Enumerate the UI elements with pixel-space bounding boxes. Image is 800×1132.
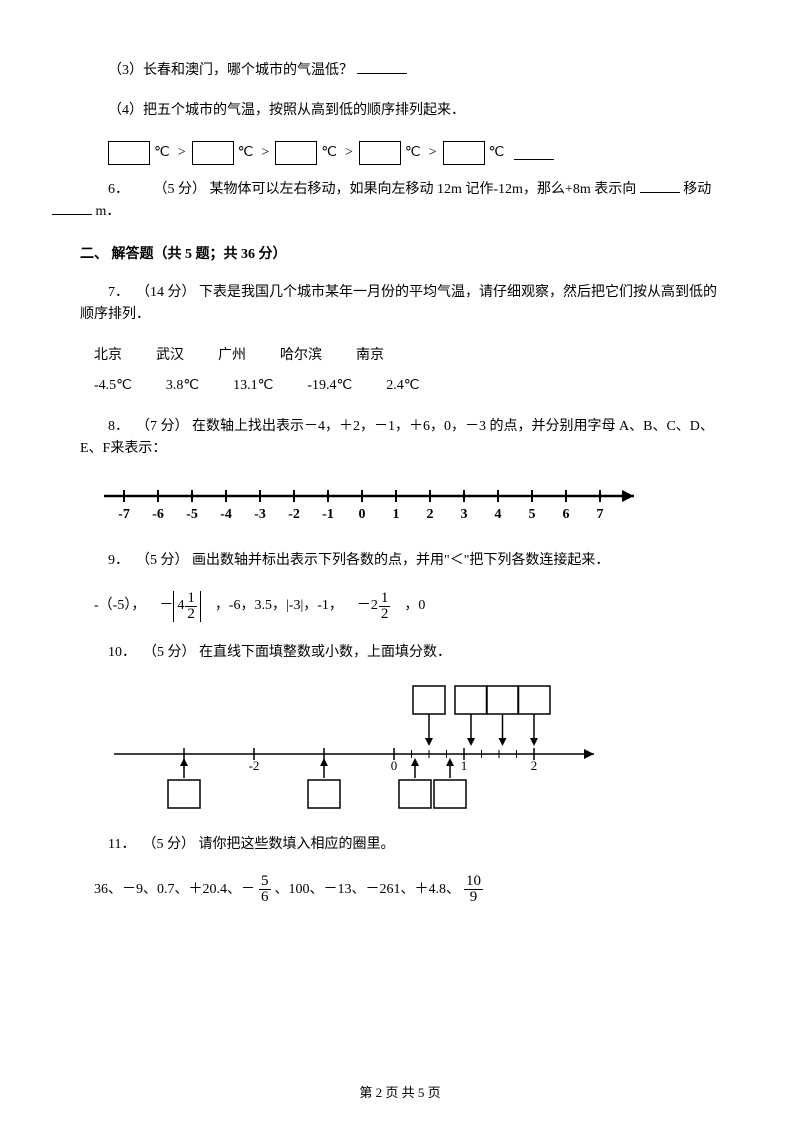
section-2-title: 二、 解答题（共 5 题；共 36 分） <box>80 244 720 266</box>
q8-number-line: -7 -6 -5 -4 -3 -2 -1 0 1 2 3 4 5 6 7 <box>94 478 720 528</box>
q6-blank2[interactable] <box>52 201 92 215</box>
q9-numbers: -（-5）， －412 ，-6，3.5，|-3|，-1， －212 ，0 <box>94 591 720 622</box>
unit-2: ℃ <box>238 142 254 164</box>
q11-list2: 、100、－13、－261、＋4.8、 <box>275 879 461 901</box>
city-row: 北京 武汉 广州 哈尔滨 南京 <box>94 345 720 367</box>
q3-blank[interactable] <box>357 60 407 74</box>
svg-text:-4: -4 <box>220 507 232 522</box>
city-2: 广州 <box>218 345 246 367</box>
q9-n3: ，-6，3.5，|-3|，-1， <box>215 595 343 617</box>
svg-text:-7: -7 <box>118 507 130 522</box>
q9-body: 画出数轴并标出表示下列各数的点，并用"＜"把下列各数连接起来． <box>192 553 609 568</box>
temp-4: 2.4℃ <box>386 375 419 397</box>
q8-prefix: 8． <box>108 419 129 434</box>
q10-axis-svg: -2 0 1 2 <box>94 682 614 812</box>
box-4[interactable] <box>359 141 401 165</box>
svg-text:4: 4 <box>495 507 502 522</box>
q8: 8． （7 分） 在数轴上找出表示－4，＋2，－1，＋6，0，－3 的点，并分别… <box>80 416 720 461</box>
svg-text:3: 3 <box>461 507 468 522</box>
q11-f1: 56 <box>259 874 271 905</box>
svg-text:-2: -2 <box>288 507 300 522</box>
q9-n5: ，0 <box>404 595 425 617</box>
q3-text: （3）长春和澳门，哪个城市的气温低？ <box>108 63 353 78</box>
gt-1: > <box>178 142 186 164</box>
gt-3: > <box>345 142 353 164</box>
q7-points: （14 分） <box>136 285 196 300</box>
temp-1: 3.8℃ <box>166 375 199 397</box>
temp-3: -19.4℃ <box>307 375 352 397</box>
q10-points: （5 分） <box>143 645 196 660</box>
q9-n1: -（-5）， <box>94 595 145 617</box>
q6-body2: 移动 <box>683 182 711 197</box>
box-1[interactable] <box>108 141 150 165</box>
q11-list: 36、－9、0.7、＋20.4、－ 56 、100、－13、－261、＋4.8、… <box>94 874 720 905</box>
svg-text:-1: -1 <box>322 507 334 522</box>
q8-points: （7 分） <box>136 419 189 434</box>
q8-axis-svg: -7 -6 -5 -4 -3 -2 -1 0 1 2 3 4 5 6 7 <box>94 478 654 528</box>
q4-boxes: ℃ > ℃ > ℃ > ℃ > ℃ <box>108 141 720 165</box>
unit-4: ℃ <box>405 142 421 164</box>
box-2[interactable] <box>192 141 234 165</box>
city-1: 武汉 <box>156 345 184 367</box>
svg-text:7: 7 <box>597 507 604 522</box>
q10: 10． （5 分） 在直线下面填整数或小数，上面填分数． <box>80 642 720 664</box>
q6-prefix: 6． <box>108 182 129 197</box>
q6-points: （5 分） <box>154 182 207 197</box>
svg-text:5: 5 <box>529 507 536 522</box>
svg-text:-2: -2 <box>249 758 260 773</box>
q6-body3: m． <box>96 204 121 219</box>
q11-f2: 109 <box>464 874 483 905</box>
svg-text:2: 2 <box>531 758 538 773</box>
svg-text:6: 6 <box>563 507 570 522</box>
temp-row: -4.5℃ 3.8℃ 13.1℃ -19.4℃ 2.4℃ <box>94 375 720 397</box>
q9-abs1: 412 <box>173 591 201 622</box>
q9-mixed2: 212 <box>371 591 391 622</box>
svg-text:-6: -6 <box>152 507 164 522</box>
svg-text:2: 2 <box>427 507 434 522</box>
q11-prefix: 11． <box>108 837 135 852</box>
q9: 9． （5 分） 画出数轴并标出表示下列各数的点，并用"＜"把下列各数连接起来． <box>80 550 720 572</box>
q10-number-line: -2 0 1 2 <box>94 682 720 812</box>
q11-list1: 36、－9、0.7、＋20.4、－ <box>94 879 255 901</box>
q10-body: 在直线下面填整数或小数，上面填分数． <box>199 645 451 660</box>
box-3[interactable] <box>275 141 317 165</box>
temp-2: 13.1℃ <box>233 375 273 397</box>
box-5[interactable] <box>443 141 485 165</box>
svg-text:-3: -3 <box>254 507 266 522</box>
city-4: 南京 <box>356 345 384 367</box>
q6-blank1[interactable] <box>640 179 680 193</box>
q4-text: （4）把五个城市的气温，按照从高到低的顺序排列起来． <box>80 100 720 122</box>
q9-points: （5 分） <box>136 553 189 568</box>
svg-text:-5: -5 <box>186 507 198 522</box>
q9-prefix: 9． <box>108 553 129 568</box>
unit-3: ℃ <box>321 142 337 164</box>
unit-5: ℃ <box>489 142 505 164</box>
gt-4: > <box>429 142 437 164</box>
q11-body: 请你把这些数填入相应的圈里。 <box>198 837 394 852</box>
q3: （3）长春和澳门，哪个城市的气温低？ <box>80 60 720 82</box>
svg-text:1: 1 <box>393 507 400 522</box>
svg-text:0: 0 <box>359 507 366 522</box>
q10-prefix: 10． <box>108 645 136 660</box>
q6-body1: 某物体可以左右移动，如果向左移动 12m 记作-12m，那么+8m 表示向 <box>210 182 637 197</box>
svg-text:0: 0 <box>391 758 398 773</box>
q4-trail <box>514 146 554 160</box>
q11-points: （5 分） <box>142 837 195 852</box>
q7: 7． （14 分） 下表是我国几个城市某年一月份的平均气温，请仔细观察，然后把它… <box>80 282 720 327</box>
city-3: 哈尔滨 <box>280 345 322 367</box>
q6: 6． （5 分） 某物体可以左右移动，如果向左移动 12m 记作-12m，那么+… <box>80 179 720 224</box>
gt-2: > <box>261 142 269 164</box>
svg-text:1: 1 <box>461 758 468 773</box>
q7-prefix: 7． <box>108 285 129 300</box>
city-0: 北京 <box>94 345 122 367</box>
page-footer: 第 2 页 共 5 页 <box>0 1083 800 1104</box>
temp-0: -4.5℃ <box>94 375 132 397</box>
q11: 11． （5 分） 请你把这些数填入相应的圈里。 <box>80 834 720 856</box>
unit-1: ℃ <box>154 142 170 164</box>
